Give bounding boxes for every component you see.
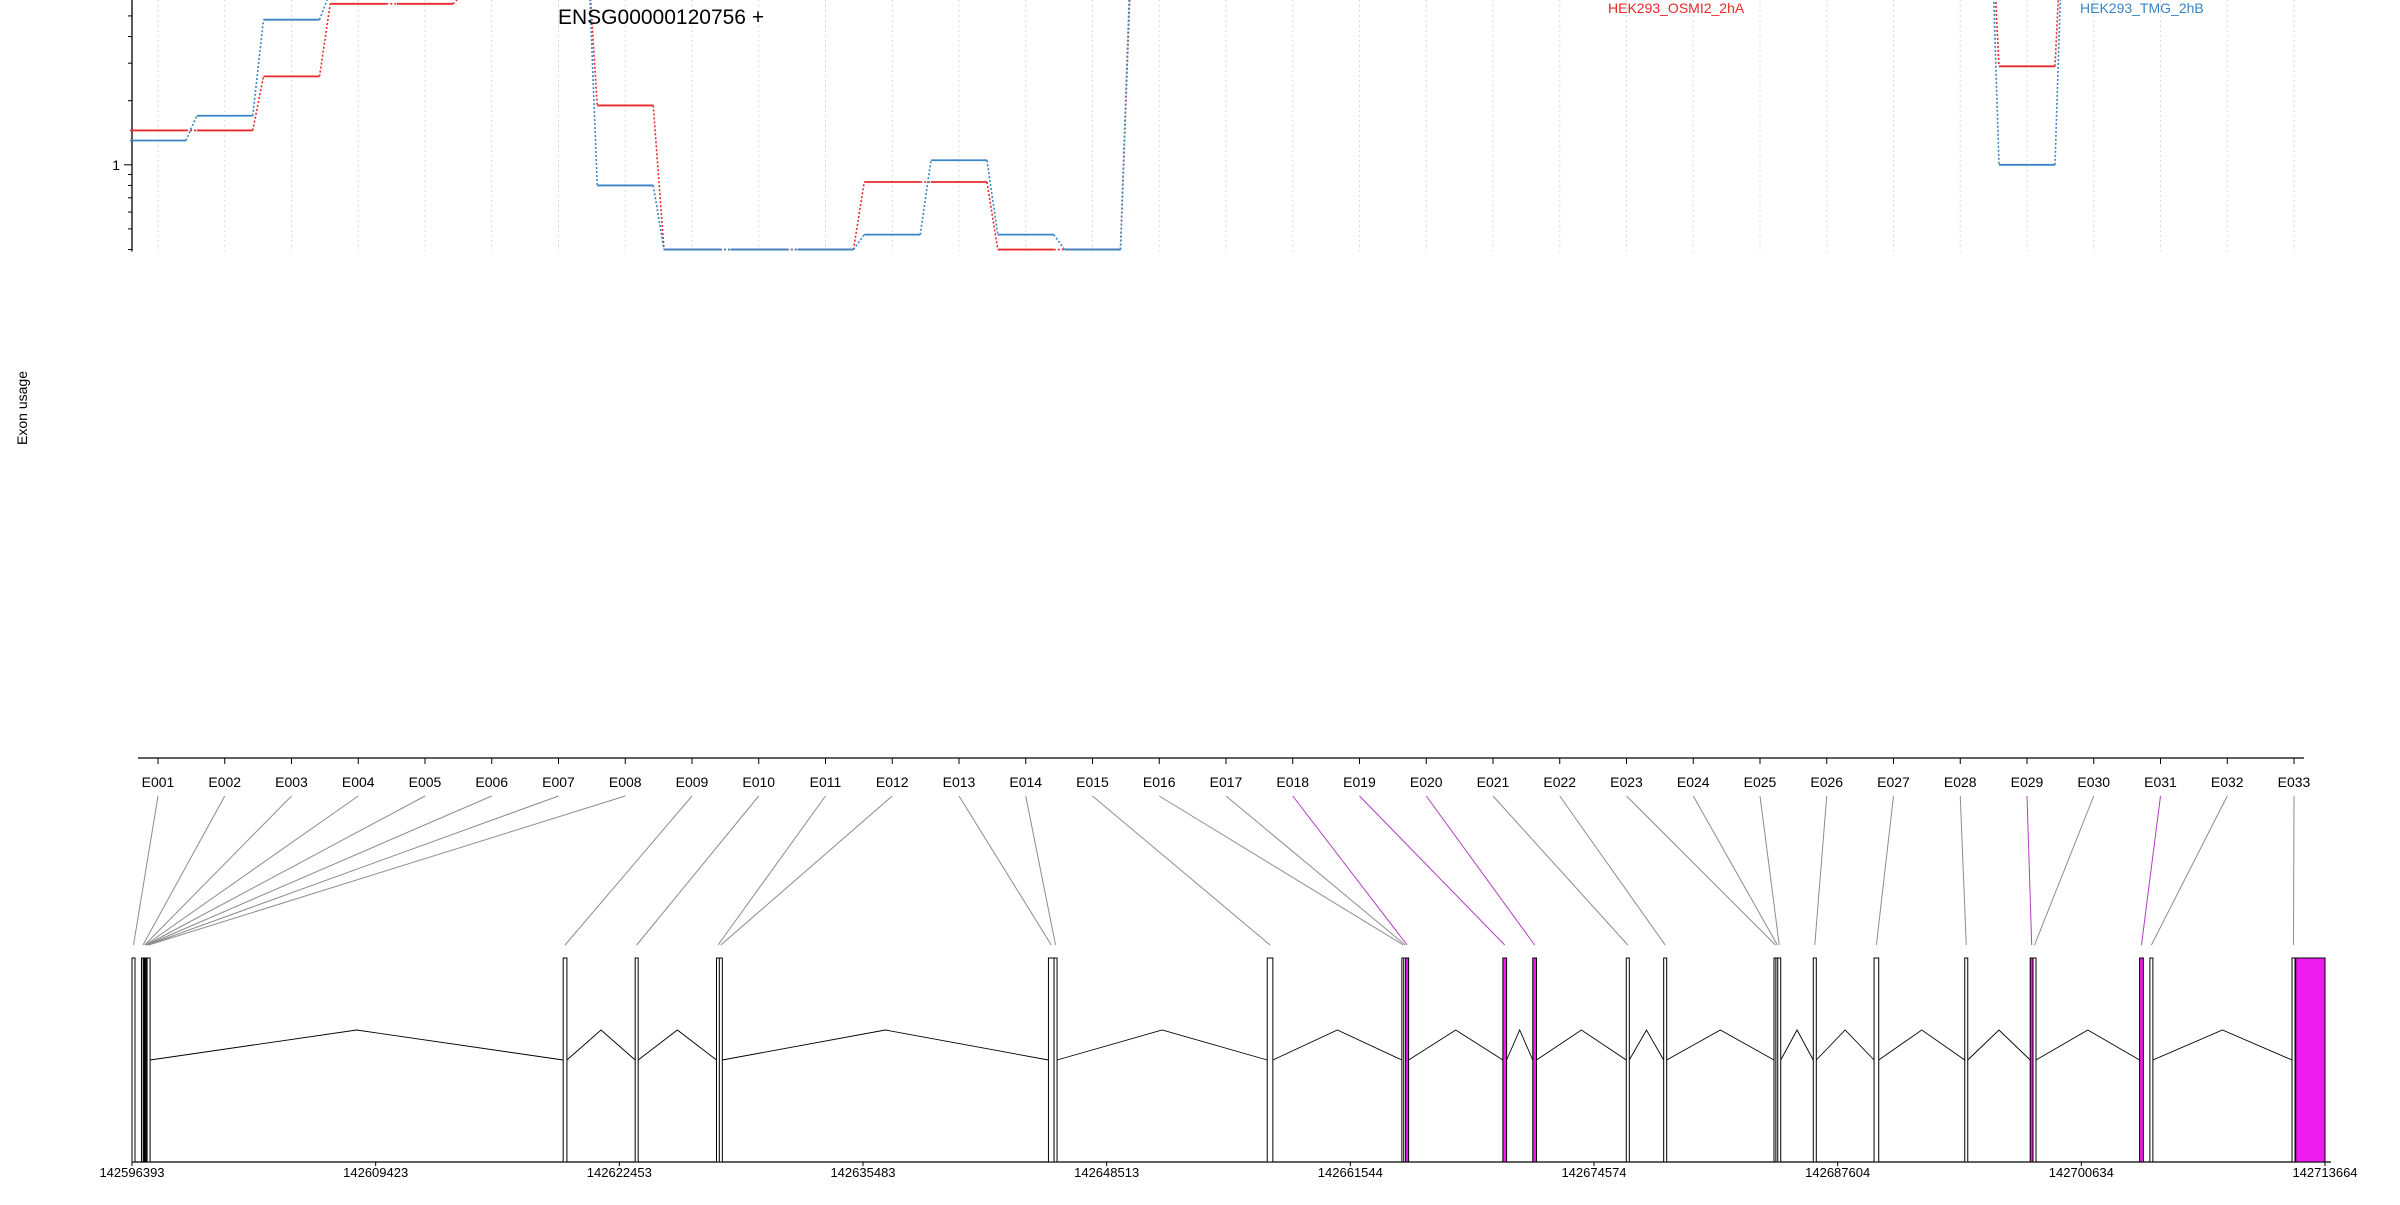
x-tick-label: E015 [1076, 774, 1109, 790]
genomic-tick-label: 142713664 [2292, 1165, 2357, 1180]
exon-E018 [1406, 958, 1409, 1162]
exon-E013 [1048, 958, 1054, 1162]
exon-E010 [635, 958, 638, 1162]
genomic-tick-label: 142609423 [343, 1165, 408, 1180]
genomic-tick-label: 142661544 [1318, 1165, 1383, 1180]
x-tick-label: E010 [742, 774, 775, 790]
genomic-tick-label: 142687604 [1805, 1165, 1870, 1180]
exon-E015 [1267, 958, 1273, 1162]
exon-E031 [2140, 958, 2144, 1162]
x-tick-label: E004 [342, 774, 375, 790]
x-tick-label: E033 [2278, 774, 2311, 790]
x-tick-label: E031 [2144, 774, 2177, 790]
genomic-tick-label: 142648513 [1074, 1165, 1139, 1180]
legend-osmi2: HEK293_OSMI2_2hA [1608, 0, 1745, 16]
x-tick-label: E007 [542, 774, 575, 790]
x-tick-label: E029 [2011, 774, 2044, 790]
genomic-tick-label: 142622453 [587, 1165, 652, 1180]
x-tick-label: E008 [609, 774, 642, 790]
genomic-tick-label: 142635483 [830, 1165, 895, 1180]
x-tick-label: E024 [1677, 774, 1710, 790]
genomic-tick-label: 142674574 [1561, 1165, 1626, 1180]
y-tick-label: 1 [112, 157, 120, 173]
x-tick-label: E023 [1610, 774, 1643, 790]
x-tick-label: E026 [1810, 774, 1843, 790]
x-tick-label: E012 [876, 774, 909, 790]
exon-E032 [2150, 958, 2153, 1162]
x-tick-label: E018 [1276, 774, 1309, 790]
exon-E028 [1965, 958, 1968, 1162]
x-tick-label: E017 [1210, 774, 1243, 790]
x-tick-label: E013 [943, 774, 976, 790]
x-tick-label: E030 [2077, 774, 2110, 790]
y-axis-label: Exon usage [14, 371, 30, 445]
exon-E008 [147, 958, 150, 1162]
x-tick-label: E022 [1543, 774, 1576, 790]
x-tick-label: E016 [1143, 774, 1176, 790]
exon-E027 [1874, 958, 1879, 1162]
exon-E022 [1664, 958, 1667, 1162]
genomic-tick-label: 142596393 [99, 1165, 164, 1180]
x-tick-label: E006 [475, 774, 508, 790]
x-tick-label: E020 [1410, 774, 1443, 790]
exon-E020 [1533, 958, 1537, 1162]
exon-E034 [2296, 958, 2325, 1162]
x-tick-label: E003 [275, 774, 308, 790]
exon-E030 [2033, 958, 2036, 1162]
chart-title: ENSG00000120756 + [558, 6, 764, 29]
exon-E026 [1813, 958, 1816, 1162]
x-tick-label: E009 [676, 774, 709, 790]
exon-E014 [1054, 958, 1057, 1162]
x-tick-label: E028 [1944, 774, 1977, 790]
x-tick-label: E025 [1744, 774, 1777, 790]
exon-E033 [2292, 958, 2295, 1162]
exon-E012 [719, 958, 722, 1162]
x-tick-label: E032 [2211, 774, 2244, 790]
genomic-tick-label: 142700634 [2049, 1165, 2114, 1180]
x-tick-label: E019 [1343, 774, 1376, 790]
x-tick-label: E001 [142, 774, 175, 790]
exon-E009 [563, 958, 567, 1162]
x-tick-label: E011 [810, 774, 842, 790]
exon-E021 [1626, 958, 1629, 1162]
x-tick-label: E027 [1877, 774, 1910, 790]
x-tick-label: E005 [409, 774, 442, 790]
x-tick-label: E014 [1009, 774, 1042, 790]
exon-E019 [1503, 958, 1507, 1162]
x-tick-label: E002 [208, 774, 241, 790]
x-tick-label: E021 [1477, 774, 1510, 790]
exon-E001 [132, 958, 135, 1162]
legend-tmg: HEK293_TMG_2hB [2080, 0, 2204, 16]
exon-E025 [1778, 958, 1781, 1162]
